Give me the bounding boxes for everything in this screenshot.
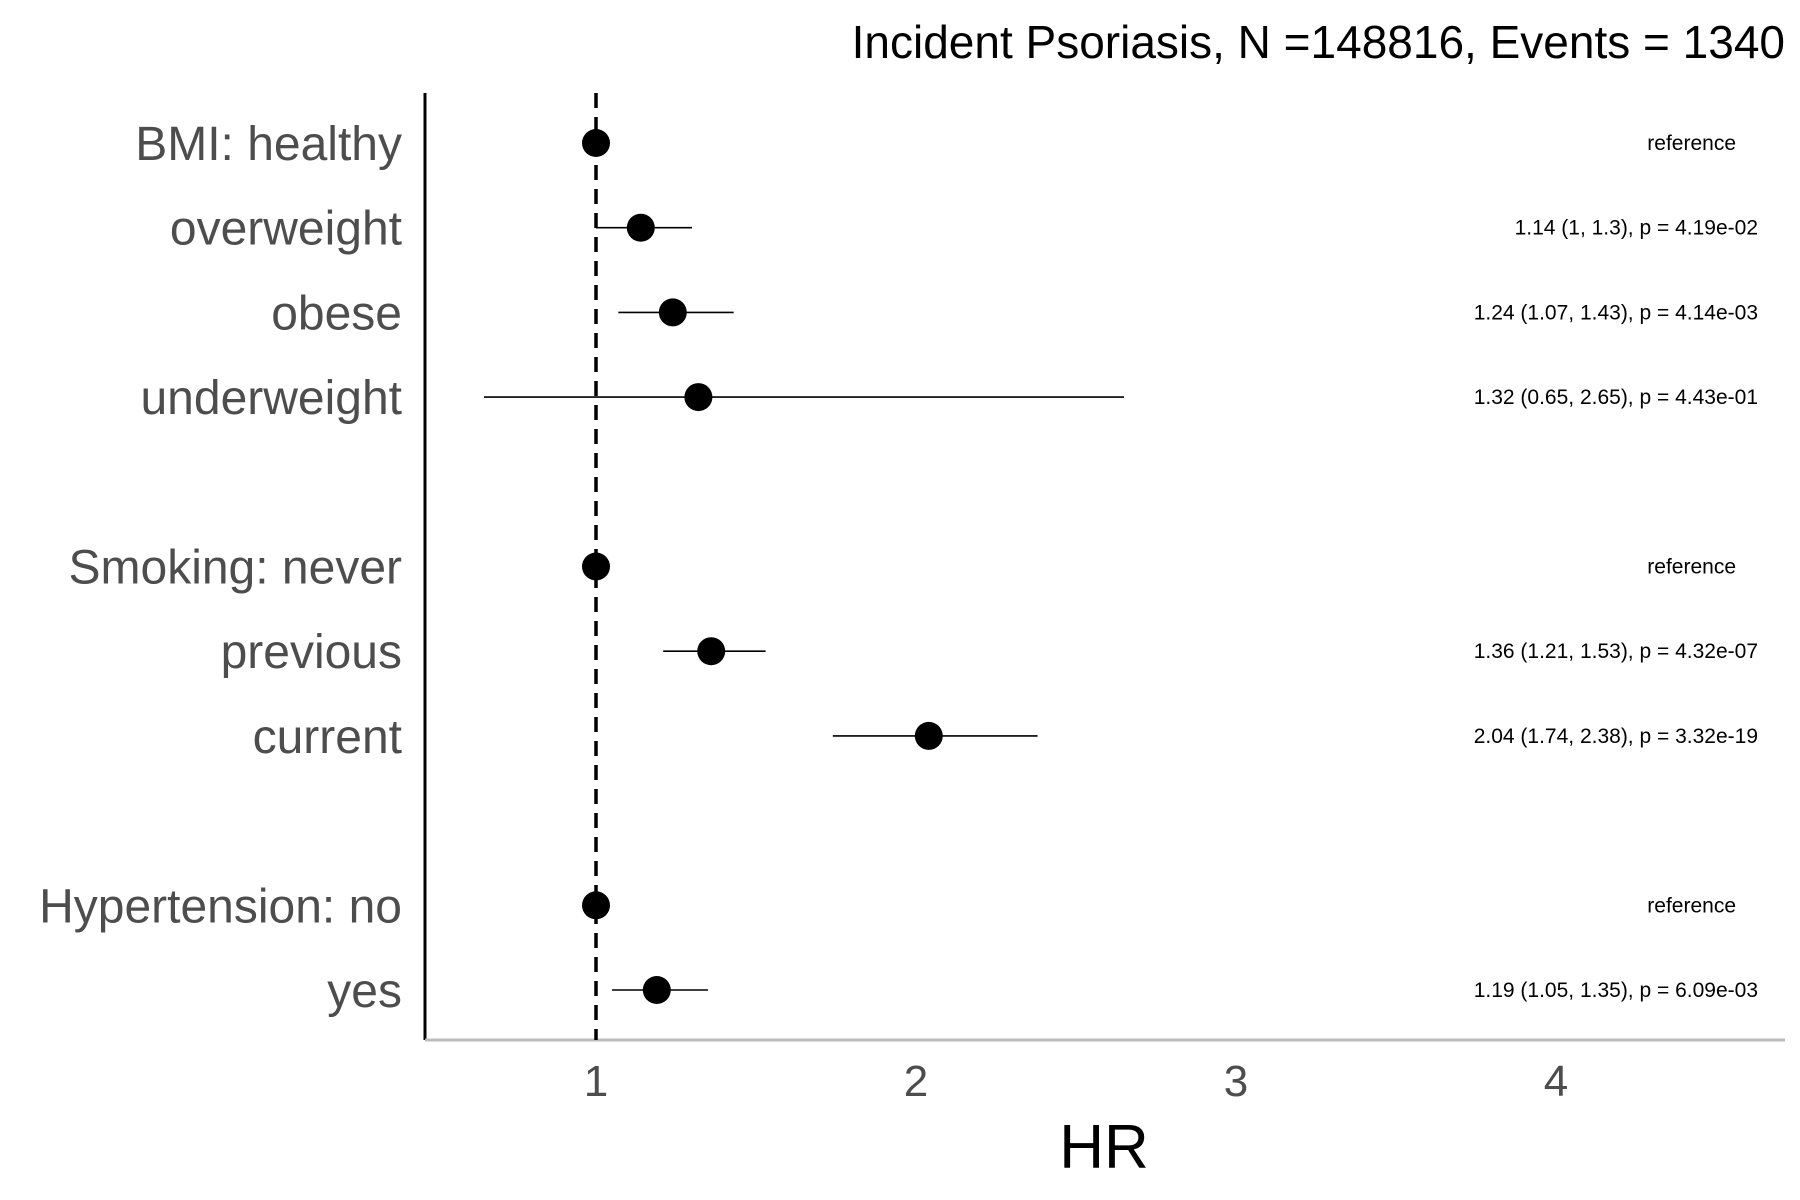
row-label: Hypertension: no <box>39 880 402 933</box>
hr-annotation: reference <box>1647 894 1736 917</box>
hr-annotation: 1.14 (1, 1.3), p = 4.19e-02 <box>1515 217 1758 240</box>
hr-point <box>626 213 655 242</box>
row-label: yes <box>327 965 402 1018</box>
hr-annotation: 2.04 (1.74, 2.38), p = 3.32e-19 <box>1474 725 1758 748</box>
hr-annotation: 1.36 (1.21, 1.53), p = 4.32e-07 <box>1474 640 1758 663</box>
hr-annotation: reference <box>1647 556 1736 579</box>
hr-point <box>684 383 713 412</box>
row-label: current <box>253 711 402 764</box>
hr-point <box>642 976 671 1004</box>
hr-annotation: 1.19 (1.05, 1.35), p = 6.09e-03 <box>1474 979 1758 1002</box>
hr-point <box>582 129 610 157</box>
hr-point <box>582 891 610 920</box>
x-tick-label: 3 <box>1224 1057 1248 1106</box>
hr-annotation: reference <box>1647 132 1736 155</box>
hr-point <box>697 637 726 666</box>
x-axis-title: HR <box>1059 1113 1149 1182</box>
row-label: underweight <box>140 372 402 425</box>
hr-point <box>582 552 610 581</box>
x-tick-label: 1 <box>584 1057 608 1106</box>
row-label: previous <box>221 626 402 679</box>
x-tick-label: 2 <box>904 1057 928 1106</box>
hr-annotation: 1.32 (0.65, 2.65), p = 4.43e-01 <box>1474 386 1758 409</box>
hr-point <box>914 721 943 750</box>
hr-annotation: 1.24 (1.07, 1.43), p = 4.14e-03 <box>1474 301 1758 324</box>
row-label: obese <box>271 287 402 340</box>
row-label: Smoking: never <box>69 542 403 595</box>
row-label: BMI: healthy <box>135 118 402 171</box>
x-tick-label: 4 <box>1544 1057 1568 1106</box>
plot-area: 1 2 3 4 BMI: healthy reference overweight 1.14 … <box>39 93 1785 1106</box>
chart-title: Incident Psoriasis, N =148816, Events = … <box>852 16 1785 68</box>
row-label: overweight <box>170 203 402 256</box>
hr-point <box>658 298 687 327</box>
